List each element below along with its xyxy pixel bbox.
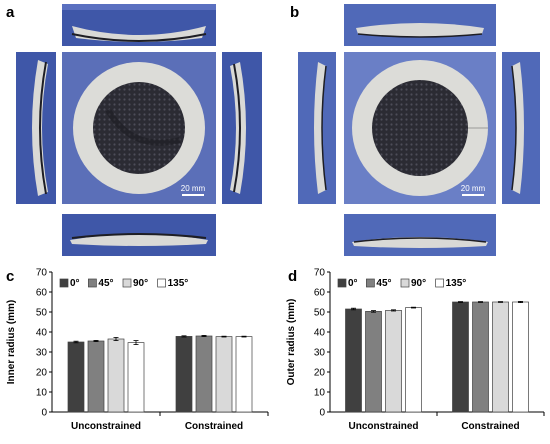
y-tick-label: 60 (314, 288, 326, 299)
y-tick-label: 70 (314, 268, 326, 279)
legend-swatch (59, 278, 69, 288)
panel-label-c: c (6, 268, 15, 285)
y-tick-label: 10 (314, 388, 326, 399)
legend-swatch (435, 278, 444, 288)
photo-b-bottom-view (344, 214, 496, 256)
legend-label: 90° (411, 278, 426, 289)
bar (452, 301, 469, 413)
legend-label: 0° (348, 278, 358, 289)
y-tick-label: 20 (314, 368, 326, 379)
x-category-label: Constrained (185, 421, 243, 432)
y-tick-label: 10 (36, 388, 48, 399)
legend-label: 90° (133, 278, 148, 289)
photo-a-bottom-view (62, 214, 216, 256)
bar (175, 336, 193, 413)
legend-label: 135° (446, 278, 467, 289)
bar (107, 338, 125, 413)
panel-label-a: a (6, 4, 15, 21)
bar (87, 340, 105, 413)
y-tick-label: 40 (314, 328, 326, 339)
x-category-label: Unconstrained (71, 421, 141, 432)
legend-swatch (337, 278, 347, 288)
x-category-label: Unconstrained (348, 421, 418, 432)
y-tick-label: 30 (36, 348, 48, 359)
legend-label: 135° (168, 278, 189, 289)
bar (215, 336, 233, 413)
photo-b-left-view (298, 52, 336, 204)
bar (472, 301, 489, 413)
legend-swatch (122, 278, 132, 288)
photo-b-top-view (344, 4, 496, 46)
panel-label-d: d (288, 268, 298, 285)
y-tick-label: 40 (36, 328, 48, 339)
bar (365, 311, 382, 413)
legend-swatch (157, 278, 166, 288)
bar (385, 310, 402, 413)
y-tick-label: 60 (36, 288, 48, 299)
y-tick-label: 30 (314, 348, 326, 359)
chart-inner-radius: 0 10 20 30 40 50 60 70 Inner radius (mm) Unconstr… (6, 268, 269, 432)
legend-label: 45° (376, 278, 391, 289)
y-tick-label: 0 (41, 408, 47, 419)
photo-b-main: 20 mm (344, 52, 496, 204)
y-tick-label: 0 (319, 408, 325, 419)
legend-label: 0° (70, 278, 80, 289)
scale-bar-label-a: 20 mm (181, 184, 206, 193)
legend-swatch (366, 278, 375, 288)
legend-swatch (88, 278, 97, 288)
photo-a-main: 20 mm (62, 52, 216, 204)
bar (127, 342, 145, 413)
photo-a-right-view (222, 52, 262, 204)
bar (492, 301, 509, 413)
photo-b-right-view (502, 52, 540, 204)
legend-swatch (400, 278, 410, 288)
y-axis-label: Inner radius (mm) (6, 300, 17, 384)
chart-outer-radius: 0 10 20 30 40 50 60 70 Outer radius (mm) Unconstr… (286, 268, 545, 432)
x-category-label: Constrained (461, 421, 519, 432)
panel-label-b: b (290, 4, 300, 21)
scale-bar-label-b: 20 mm (461, 184, 486, 193)
y-tick-label: 50 (36, 308, 48, 319)
y-tick-label: 50 (314, 308, 326, 319)
bar (235, 336, 253, 413)
photo-a-top-view (62, 4, 216, 46)
photo-a-left-view (16, 52, 56, 204)
bar (345, 308, 362, 413)
bar (512, 301, 529, 413)
y-axis-label: Outer radius (mm) (286, 299, 297, 386)
bar (405, 307, 422, 413)
bar (195, 335, 213, 413)
legend-label: 45° (98, 278, 113, 289)
y-tick-label: 70 (36, 268, 48, 279)
y-tick-label: 20 (36, 368, 48, 379)
bar (67, 341, 85, 413)
